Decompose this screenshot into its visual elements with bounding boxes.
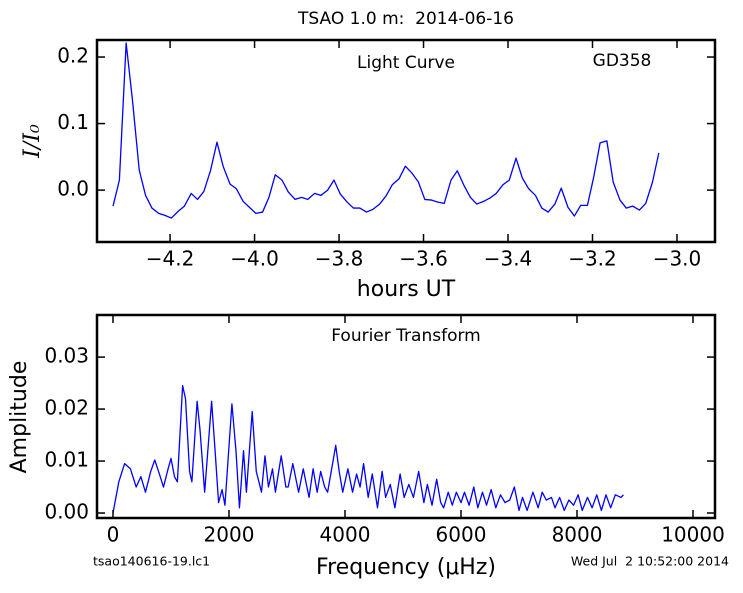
footer-left: tsao140616-19.lc1	[93, 554, 210, 569]
x-axis-label: hours UT	[357, 277, 456, 302]
x-tick-label: −3.0	[653, 247, 702, 271]
axes-frame	[95, 313, 717, 520]
data-line	[112, 385, 624, 514]
x-tick-label: −3.4	[484, 247, 533, 271]
x-tick-label: 10000	[661, 523, 725, 547]
y-tick-label: 0.01	[44, 448, 89, 472]
x-tick-label: −3.2	[568, 247, 617, 271]
x-tick-label: −4.0	[230, 247, 279, 271]
data-line	[112, 42, 660, 219]
x-tick-label: 6000	[436, 523, 487, 547]
y-tick-label: 0.00	[44, 500, 89, 524]
plot-area	[112, 42, 660, 219]
plot-area	[112, 385, 624, 514]
annotation: Light Curve	[357, 53, 455, 73]
x-tick-label: −3.8	[315, 247, 364, 271]
y-tick-label: 0.02	[44, 396, 89, 420]
y-tick-label: 0.0	[57, 177, 89, 201]
footer-right: Wed Jul 2 10:52:00 2014	[571, 554, 729, 569]
figure-title: TSAO 1.0 m: 2014-06-16	[297, 9, 514, 29]
y-tick-label: 0.2	[57, 44, 89, 68]
x-axis-label: Frequency (μHz)	[316, 555, 496, 580]
y-axis-label: Amplitude	[7, 361, 32, 474]
x-tick-label: 2000	[204, 523, 255, 547]
x-tick-label: −3.6	[399, 247, 448, 271]
axes-frame	[95, 38, 717, 244]
x-tick-label: −4.2	[146, 247, 195, 271]
y-tick-label: 0.1	[57, 110, 89, 134]
annotation: GD358	[593, 51, 652, 71]
x-tick-label: 8000	[552, 523, 603, 547]
y-axis-label: I/I₀	[20, 124, 45, 159]
x-tick-label: 4000	[320, 523, 371, 547]
annotation: Fourier Transform	[331, 326, 480, 346]
x-tick-label: 0	[107, 523, 120, 547]
y-tick-label: 0.03	[44, 344, 89, 368]
